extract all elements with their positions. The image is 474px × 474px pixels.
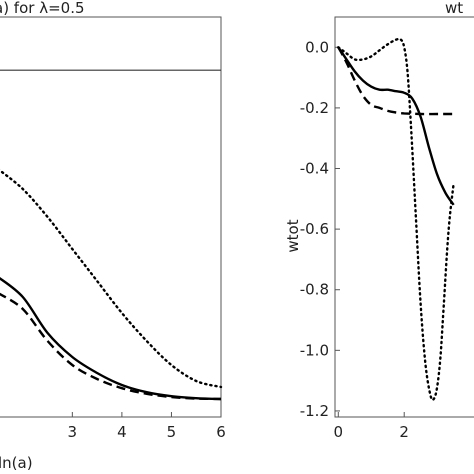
left-x-ticks: 3 4 5 6 [68,412,226,441]
left-x-tick-label: 6 [216,423,226,441]
left-series-dotted-line [0,169,223,389]
left-x-axis-label: ln(a) [0,454,33,472]
left-plot-frame [0,16,222,418]
right-series-dashed-line [337,46,454,116]
right-series-group [337,37,455,402]
left-chart-title: a) for λ=0.5 [0,0,85,17]
right-y-axis-label: wtot [284,219,302,252]
right-series-solid-line [337,46,455,206]
left-series-group [0,169,223,401]
right-plot-frame [334,16,474,418]
left-x-tick-label: 5 [167,423,177,441]
right-y-tick-label: -0.2 [300,99,329,117]
right-y-tick-label: 0.0 [305,38,329,56]
right-y-tick-label: -1.0 [300,341,329,359]
right-series-dotted-line [337,37,455,402]
right-x-tick-label: 0 [334,423,344,441]
right-y-tick-label: -0.4 [300,160,329,178]
right-y-tick-label: -0.6 [300,220,329,238]
left-series-dashed-line [0,292,222,401]
right-y-ticks: 0.0 -0.2 -0.4 -0.6 -0.8 -1.0 -1.2 [300,38,340,420]
right-chart-title: wt [445,0,463,17]
left-series-solid-line [0,276,222,401]
right-x-tick-label: 2 [399,423,409,441]
left-x-tick-label: 3 [68,423,78,441]
left-x-tick-label: 4 [117,423,127,441]
right-y-tick-label: -1.2 [300,402,329,420]
left-panel: a) for λ=0.5 ln(a) 3 4 5 6 [0,0,226,472]
right-y-tick-label: -0.8 [300,281,329,299]
